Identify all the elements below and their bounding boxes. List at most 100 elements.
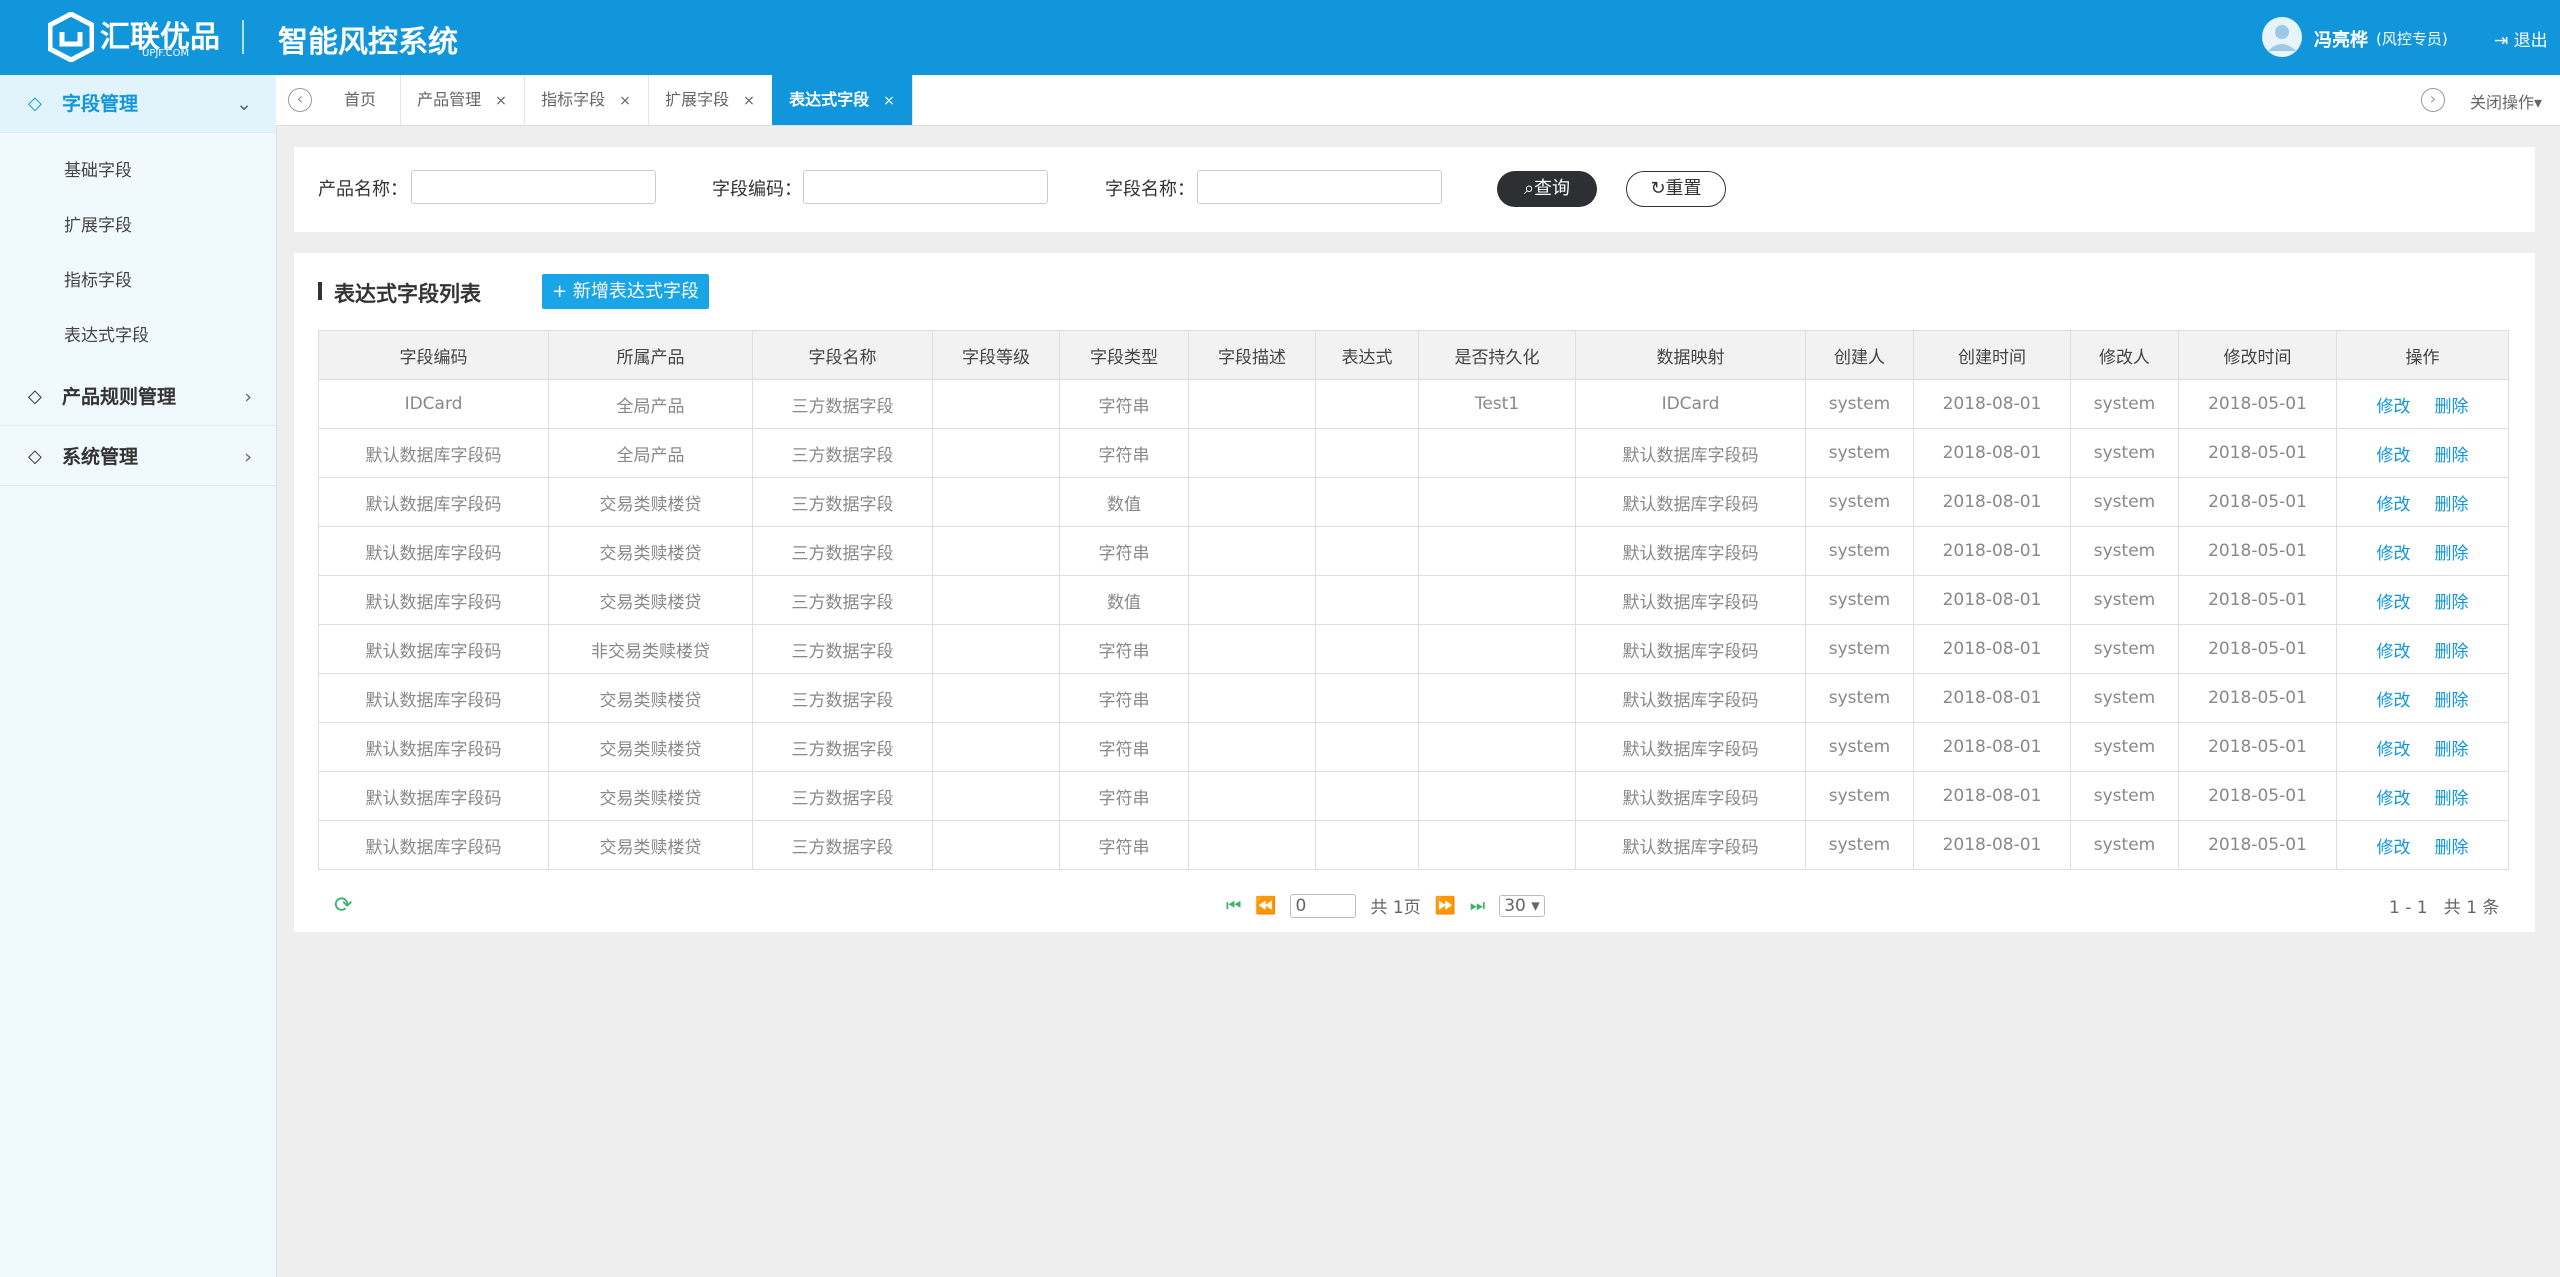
- action-link[interactable]: 修改: [2376, 788, 2411, 809]
- table-cell: system: [1805, 771, 1914, 821]
- logout-text[interactable]: 退出: [2513, 31, 2548, 51]
- action-link[interactable]: 修改: [2376, 837, 2411, 858]
- tab-label[interactable]: 表达式字段: [789, 90, 870, 109]
- action-link[interactable]: 修改: [2376, 494, 2411, 515]
- table-cell: Test1: [1418, 379, 1576, 429]
- tab-close[interactable]: ×: [619, 93, 631, 109]
- action-link[interactable]: 修改: [2376, 641, 2411, 662]
- action-link[interactable]: 修改: [2376, 396, 2411, 417]
- table-cell: system: [1805, 575, 1914, 625]
- query-button[interactable]: ⌕查询: [1497, 171, 1597, 207]
- reset-button[interactable]: ↻重置: [1626, 171, 1726, 207]
- action-link[interactable]: 删除: [2434, 494, 2469, 515]
- table-cell: [932, 624, 1060, 674]
- close-menu-text[interactable]: 关闭操作: [2470, 93, 2535, 112]
- action-link[interactable]: 修改: [2376, 445, 2411, 466]
- add-button[interactable]: + 新增表达式字段: [542, 274, 709, 309]
- action-cell: 修改 删除: [2336, 673, 2509, 723]
- menu-group-label[interactable]: 系统管理: [62, 446, 139, 468]
- action-cell: 修改 删除: [2336, 624, 2509, 674]
- tab-prev[interactable]: ‹: [288, 88, 312, 112]
- menu-group-label[interactable]: 产品规则管理: [62, 386, 177, 408]
- avatar[interactable]: [2262, 17, 2302, 57]
- search-label: 产品名称：: [318, 179, 408, 200]
- menu-group[interactable]: ◇ 字段管理 ⌄: [0, 75, 276, 133]
- table-cell: 默认数据库字段码: [1575, 575, 1806, 625]
- search-input[interactable]: [1197, 170, 1442, 204]
- query-text[interactable]: 查询: [1534, 178, 1571, 199]
- action-link[interactable]: 删除: [2434, 788, 2469, 809]
- user-name[interactable]: 冯亮桦: [2314, 30, 2368, 51]
- table-cell: 默认数据库字段码: [318, 575, 549, 625]
- column-header: 是否持久化: [1418, 330, 1576, 380]
- action-link[interactable]: 修改: [2376, 739, 2411, 760]
- table-cell: 交易类赎楼贷: [548, 526, 753, 576]
- reset-text[interactable]: 重置: [1665, 178, 1702, 199]
- search-input[interactable]: [803, 170, 1048, 204]
- action-link[interactable]: 删除: [2434, 592, 2469, 613]
- table-cell: 默认数据库字段码: [318, 771, 549, 821]
- action-link[interactable]: 删除: [2434, 445, 2469, 466]
- tab-label[interactable]: 产品管理: [417, 90, 482, 109]
- action-link[interactable]: 删除: [2434, 837, 2469, 858]
- table-cell: [1418, 624, 1576, 674]
- action-link[interactable]: 删除: [2434, 543, 2469, 564]
- menu-item[interactable]: 指标字段: [64, 271, 132, 291]
- close-menu[interactable]: 关闭操作▾: [2470, 93, 2543, 112]
- menu-item[interactable]: 基础字段: [64, 161, 132, 181]
- tab[interactable]: 扩展字段 ×: [648, 75, 773, 125]
- action-link[interactable]: 删除: [2434, 641, 2469, 662]
- action-link[interactable]: 修改: [2376, 592, 2411, 613]
- last-page[interactable]: ⏭: [1469, 895, 1486, 916]
- tab-label[interactable]: 首页: [343, 90, 376, 109]
- header-row: 字段编码 所属产品 字段名称 字段等级 字段类型 字段描述 表达式 是否持久化 数据映射 创建人创…: [318, 330, 2509, 380]
- table-cell: system: [2070, 477, 2179, 527]
- tab-close[interactable]: ×: [743, 93, 755, 109]
- menu-item[interactable]: 扩展字段: [64, 216, 132, 236]
- table-cell: IDCard: [318, 379, 549, 429]
- table-cell: [932, 820, 1060, 870]
- tab-close[interactable]: ×: [883, 93, 895, 109]
- action-link[interactable]: 修改: [2376, 543, 2411, 564]
- tab[interactable]: 首页: [320, 75, 401, 125]
- add-text[interactable]: 新增表达式字段: [572, 281, 699, 302]
- search-input[interactable]: [411, 170, 656, 204]
- table-cell: 默认数据库字段码: [318, 820, 549, 870]
- table-cell: [932, 771, 1060, 821]
- menu-group[interactable]: ◇ 产品规则管理 ›: [0, 368, 276, 426]
- table-row: 默认数据库字段码 交易类赎楼贷 三方数据字段 字符串 默认数据库字段码 system 201…: [318, 820, 2509, 870]
- prev-page[interactable]: ⏪: [1255, 895, 1277, 916]
- page-size-text[interactable]: 30: [1504, 895, 1526, 916]
- tab-close[interactable]: ×: [495, 93, 507, 109]
- table-cell: 默认数据库字段码: [318, 673, 549, 723]
- tab[interactable]: 指标字段 ×: [524, 75, 649, 125]
- tab-label[interactable]: 指标字段: [541, 90, 606, 109]
- logout[interactable]: ⇥ 退出: [2494, 31, 2548, 51]
- next-page[interactable]: ⏩: [1434, 895, 1456, 916]
- menu-group[interactable]: ◇ 系统管理 ›: [0, 428, 276, 486]
- action-link[interactable]: 删除: [2434, 739, 2469, 760]
- page-input[interactable]: 0: [1290, 893, 1357, 918]
- table-cell: system: [1805, 820, 1914, 870]
- tab-next[interactable]: ›: [2421, 88, 2445, 112]
- tab[interactable]: 表达式字段 ×: [772, 75, 913, 125]
- tab-label[interactable]: 扩展字段: [665, 90, 730, 109]
- table-cell: 2018-05-01: [2178, 673, 2337, 723]
- pager-range: 1 - 1: [2389, 898, 2428, 918]
- action-link[interactable]: 删除: [2434, 396, 2469, 417]
- action-link[interactable]: 修改: [2376, 690, 2411, 711]
- page-size[interactable]: 30 ▾: [1499, 894, 1545, 917]
- column-header: 字段类型: [1059, 330, 1189, 380]
- table-cell: 2018-05-01: [2178, 771, 2337, 821]
- refresh[interactable]: ⟳: [334, 893, 353, 918]
- tab[interactable]: 产品管理 ×: [400, 75, 525, 125]
- table-cell: 默认数据库字段码: [1575, 820, 1806, 870]
- table-cell: 三方数据字段: [752, 722, 933, 772]
- column-header: 操作: [2336, 330, 2509, 380]
- action-link[interactable]: 删除: [2434, 690, 2469, 711]
- menu-item[interactable]: 表达式字段: [64, 326, 149, 346]
- first-page[interactable]: ⏮: [1226, 895, 1242, 916]
- menu-group-label[interactable]: 字段管理: [62, 93, 139, 115]
- column-header: 创建人: [1805, 330, 1914, 380]
